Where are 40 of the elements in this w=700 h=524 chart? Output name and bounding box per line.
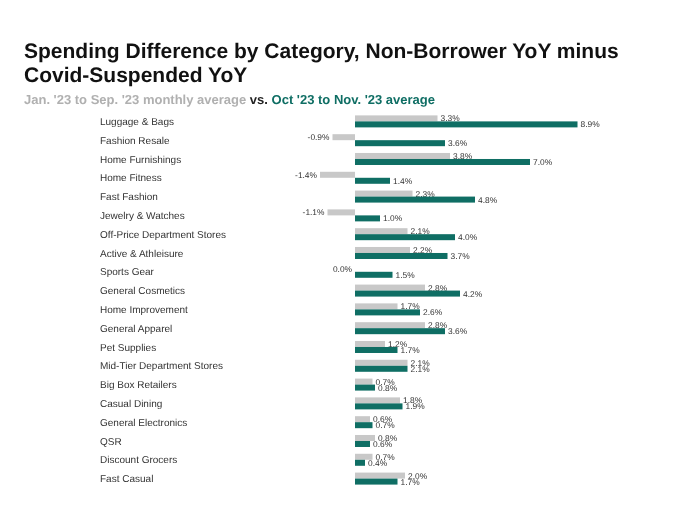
bar — [355, 158, 530, 165]
bar — [332, 134, 355, 141]
bar — [355, 440, 370, 447]
bar — [355, 303, 398, 310]
bar — [355, 246, 410, 253]
bar — [355, 478, 398, 485]
bar — [355, 472, 405, 479]
bar — [355, 177, 390, 184]
bar — [355, 453, 373, 460]
bar — [355, 459, 365, 466]
bar — [355, 252, 448, 259]
bar — [355, 416, 370, 423]
bar — [355, 328, 445, 335]
bar — [355, 290, 460, 297]
bar — [355, 365, 408, 372]
bar — [355, 228, 408, 235]
bar — [320, 171, 355, 178]
bar — [355, 322, 425, 329]
bar — [355, 378, 373, 385]
bar — [355, 190, 413, 197]
bar — [355, 196, 475, 203]
bar — [355, 121, 578, 128]
bar — [355, 115, 438, 122]
bar — [327, 209, 355, 216]
bar — [355, 284, 425, 291]
bar — [355, 309, 420, 316]
bar — [355, 397, 400, 404]
bar — [355, 234, 455, 241]
bar — [355, 140, 445, 147]
bar — [355, 340, 385, 347]
chart-title: Spending Difference by Category, Non-Borrower YoY minus Covid-Suspended YoY — [24, 40, 621, 88]
bar — [355, 215, 380, 222]
bar — [355, 434, 375, 441]
bar — [355, 359, 408, 366]
bar — [355, 384, 375, 391]
bar — [355, 346, 398, 353]
bar — [355, 152, 450, 159]
bar — [355, 271, 393, 278]
bar — [355, 403, 403, 410]
bar — [355, 422, 373, 429]
